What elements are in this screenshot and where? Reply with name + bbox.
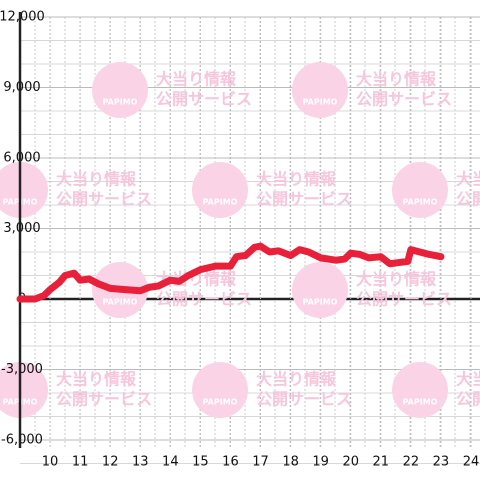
watermark-text: 大当り情報: [256, 370, 337, 389]
watermark-text: 大当り情報: [156, 70, 237, 89]
x-tick-label: 15: [192, 455, 209, 470]
watermark-logo: PAPIMO: [403, 198, 438, 207]
data-line: [16, 242, 445, 303]
watermark-logo-circle: [392, 362, 448, 418]
x-tick-label: 11: [72, 455, 89, 470]
x-tick-label: 22: [403, 455, 420, 470]
watermark-logo-circle: [392, 162, 448, 218]
x-tick-label: 10: [42, 455, 59, 470]
watermark-text: 公開サービス: [56, 190, 152, 209]
y-tick-label: -3,000: [1, 362, 43, 377]
watermark-logo-circle: [192, 162, 248, 218]
x-tick-label: 23: [433, 455, 450, 470]
x-tick-label: 12: [102, 455, 119, 470]
watermark-logo: PAPIMO: [203, 198, 238, 207]
watermark-logo-circle: [292, 62, 348, 118]
x-tick-label: 14: [162, 455, 179, 470]
watermark-logo-circle: [92, 62, 148, 118]
x-tick-label: 17: [252, 455, 269, 470]
y-tick-label: 9,000: [3, 80, 40, 95]
watermark-logo: PAPIMO: [103, 98, 138, 107]
x-tick-label: 21: [373, 455, 390, 470]
x-tick-label: 20: [342, 455, 359, 470]
watermark-text: 大当り情報: [456, 170, 480, 189]
y-tick-label: 6,000: [3, 151, 40, 166]
watermark-logo: PAPIMO: [303, 98, 338, 107]
watermark-text: 公開サービス: [56, 390, 152, 409]
x-tick-label: 24: [463, 455, 480, 470]
watermark-text: 大当り情報: [56, 370, 137, 389]
watermark-text: 大当り情報: [256, 170, 337, 189]
grid: [20, 16, 480, 464]
watermark-text: 公開サービス: [256, 390, 352, 409]
watermark-text: 公開サービス: [256, 190, 352, 209]
watermark-text: 公開サービス: [356, 90, 452, 109]
watermark-text: 公開サービス: [456, 190, 480, 209]
watermark-logo-circle: [0, 162, 48, 218]
watermark-text: 大当り情報: [356, 270, 437, 289]
watermark-logo-circle: [192, 362, 248, 418]
watermark-logo: PAPIMO: [303, 298, 338, 307]
watermark-logo-circle: [292, 262, 348, 318]
y-tick-label: 3,000: [3, 221, 40, 236]
watermark-text: 公開サービス: [156, 90, 252, 109]
y-tick-label: -6,000: [1, 433, 43, 448]
watermark-text: 公開サービス: [156, 290, 252, 309]
watermark-text: 大当り情報: [456, 370, 480, 389]
y-tick-label: 12,000: [0, 10, 45, 25]
watermark-logo: PAPIMO: [103, 298, 138, 307]
x-tick-label: 13: [132, 455, 149, 470]
x-tick-label: 19: [312, 455, 329, 470]
watermark-logo: PAPIMO: [203, 398, 238, 407]
watermark-logo: PAPIMO: [403, 398, 438, 407]
x-tick-label: 18: [282, 455, 299, 470]
watermark-text: 公開サービス: [456, 390, 480, 409]
watermark-text: 大当り情報: [56, 170, 137, 189]
watermarks: PAPIMO大当り情報公開サービスPAPIMO大当り情報公開サービスPAPIMO…: [0, 62, 480, 418]
watermark-text: 公開サービス: [356, 290, 452, 309]
watermark-logo-circle: [0, 362, 48, 418]
x-tick-label: 16: [222, 455, 239, 470]
watermark-text: 大当り情報: [356, 70, 437, 89]
